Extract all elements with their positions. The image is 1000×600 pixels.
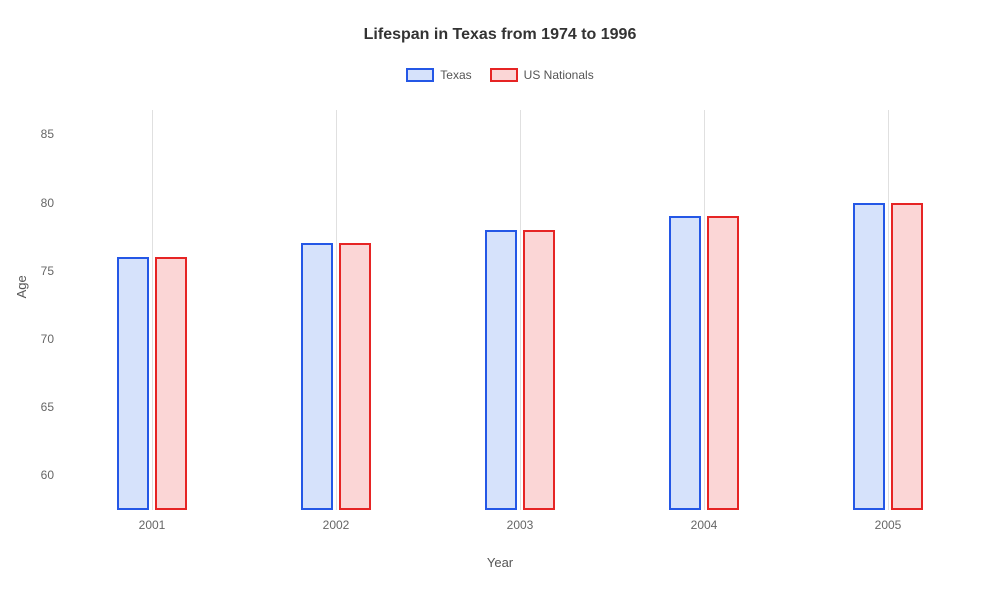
bar	[301, 243, 333, 510]
gridline-vertical	[704, 110, 705, 510]
legend-swatch-us	[490, 68, 518, 82]
y-tick-label: 60	[41, 468, 54, 482]
legend: Texas US Nationals	[0, 68, 1000, 82]
y-tick-label: 75	[41, 264, 54, 278]
y-tick-label: 70	[41, 332, 54, 346]
y-tick-label: 85	[41, 127, 54, 141]
gridline-vertical	[888, 110, 889, 510]
bar	[485, 230, 517, 510]
plot-area	[60, 110, 980, 510]
y-tick-label: 65	[41, 400, 54, 414]
legend-item-texas: Texas	[406, 68, 471, 82]
x-tick-label: 2001	[139, 518, 166, 532]
y-axis-label: Age	[14, 275, 29, 298]
x-tick-label: 2004	[691, 518, 718, 532]
gridline-vertical	[152, 110, 153, 510]
bar	[339, 243, 371, 510]
bar	[853, 203, 885, 510]
bar	[155, 257, 187, 510]
bar	[891, 203, 923, 510]
chart-container: Lifespan in Texas from 1974 to 1996 Texa…	[0, 0, 1000, 600]
x-tick-label: 2003	[507, 518, 534, 532]
legend-label-texas: Texas	[440, 68, 471, 82]
bar	[669, 216, 701, 510]
y-tick-label: 80	[41, 196, 54, 210]
bar	[523, 230, 555, 510]
gridline-vertical	[520, 110, 521, 510]
legend-item-us: US Nationals	[490, 68, 594, 82]
bar	[707, 216, 739, 510]
legend-swatch-texas	[406, 68, 434, 82]
chart-title: Lifespan in Texas from 1974 to 1996	[0, 0, 1000, 44]
x-tick-label: 2002	[323, 518, 350, 532]
x-axis-label: Year	[0, 555, 1000, 570]
legend-label-us: US Nationals	[524, 68, 594, 82]
x-tick-label: 2005	[875, 518, 902, 532]
bar	[117, 257, 149, 510]
gridline-vertical	[336, 110, 337, 510]
